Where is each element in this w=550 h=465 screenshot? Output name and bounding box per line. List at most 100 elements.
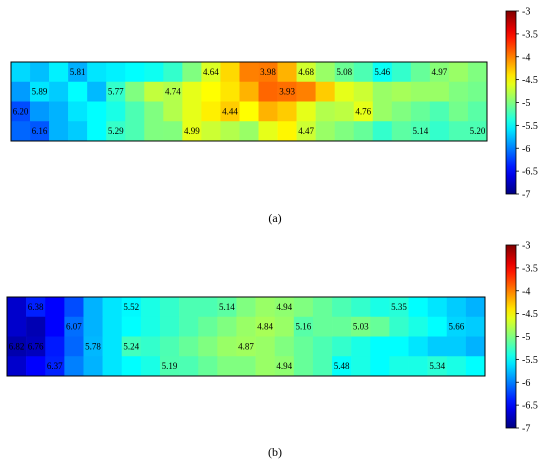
heatmap-cell <box>274 356 295 377</box>
colorbar-tick-label: -6.5 <box>522 167 538 178</box>
heatmap-cell <box>446 356 467 377</box>
cell-value-label: 4.87 <box>238 341 254 351</box>
cell-value-label: 4.99 <box>184 126 200 136</box>
heatmap-cell <box>26 336 46 357</box>
heatmap-cell <box>121 336 142 357</box>
heatmap-cell <box>351 316 371 337</box>
cell-value-label: 6.16 <box>32 126 48 136</box>
heatmap-cell <box>7 356 27 377</box>
heatmap-cell <box>49 62 69 83</box>
heatmap-cell <box>102 356 123 377</box>
heatmap-cell <box>49 121 69 142</box>
cell-value-label: 5.08 <box>336 67 352 77</box>
heatmap-cell <box>236 356 256 377</box>
heatmap-cell <box>220 62 240 83</box>
heatmap-cell <box>467 101 488 122</box>
heatmap-cell <box>429 81 450 102</box>
cell-value-label: 4.44 <box>222 106 238 116</box>
heatmap-cell <box>315 101 335 122</box>
heatmap-cell <box>353 62 374 83</box>
heatmap-cell <box>87 62 107 83</box>
heatmap-cell <box>201 62 221 83</box>
heatmap-cell <box>83 316 103 337</box>
heatmap-cell <box>258 101 278 122</box>
cell-value-label: 5.46 <box>374 67 390 77</box>
cell-value-label: 5.24 <box>123 341 139 351</box>
heatmap-cell <box>410 121 431 142</box>
heatmap-cell <box>410 81 431 102</box>
heatmap-cell <box>83 297 103 318</box>
heatmap-cell <box>125 121 145 142</box>
colorbar-tick-label: -6 <box>522 378 530 389</box>
heatmap-cell <box>201 121 221 142</box>
heatmap-cell <box>255 356 275 377</box>
heatmap-cell <box>30 81 50 102</box>
heatmap-cell <box>68 62 88 83</box>
heatmap-cell <box>258 121 278 142</box>
heatmap-cell <box>144 121 164 142</box>
heatmap-cell <box>68 121 88 142</box>
colorbar <box>505 244 517 429</box>
heatmap-cell <box>102 336 123 357</box>
cell-value-label: 3.98 <box>260 67 276 77</box>
heatmap-cell <box>182 81 202 102</box>
heatmap-cell <box>448 62 469 83</box>
heatmap-cell <box>312 316 333 337</box>
heatmap-cell <box>332 336 352 357</box>
colorbar-tick-label: -5 <box>522 332 530 343</box>
cell-value-label: 4.94 <box>276 302 292 312</box>
cell-value-label: 4.97 <box>432 67 448 77</box>
cell-value-label: 5.52 <box>123 302 139 312</box>
heatmap-cell <box>312 356 333 377</box>
heatmap-cell <box>370 297 390 318</box>
heatmap-cell <box>30 101 50 122</box>
heatmap-cell <box>391 101 412 122</box>
heatmap-cell <box>332 297 352 318</box>
heatmap-cell <box>106 62 126 83</box>
colorbar <box>505 10 517 195</box>
heatmap-cell <box>353 81 374 102</box>
heatmap-cell <box>83 336 103 357</box>
cell-value-label: 5.78 <box>85 341 101 351</box>
cell-value-label: 5.03 <box>353 322 369 332</box>
heatmap-cell <box>140 356 161 377</box>
heatmap-cell <box>353 101 374 122</box>
cell-value-label: 5.34 <box>429 361 445 371</box>
colorbar-tick-label: -4 <box>522 52 530 63</box>
heatmap-cell <box>239 121 259 142</box>
heatmap-cell <box>408 316 428 337</box>
heatmap-cell <box>182 121 202 142</box>
heatmap-cell <box>372 101 393 122</box>
heatmap-cell <box>198 356 218 377</box>
heatmap-cell <box>448 101 469 122</box>
heatmap-cell <box>370 336 390 357</box>
heatmap-cell <box>102 316 123 337</box>
heatmap-cell <box>198 297 218 318</box>
heatmap-cell <box>293 297 314 318</box>
cell-value-label: 4.47 <box>298 126 314 136</box>
heatmap-cell <box>11 101 31 122</box>
heatmap-cell <box>140 316 161 337</box>
heatmap-cell <box>429 121 450 142</box>
heatmap-cell <box>408 356 428 377</box>
heatmap-cell <box>217 316 237 337</box>
cell-value-label: 5.29 <box>108 126 124 136</box>
heatmap-cell <box>159 336 180 357</box>
heatmap-cell <box>448 121 469 142</box>
colorbar-tick-label: -4.5 <box>522 309 538 320</box>
heatmap-cell <box>236 297 256 318</box>
heatmap-cell <box>334 121 355 142</box>
heatmap-cell <box>408 297 428 318</box>
heatmap-cell <box>49 81 69 102</box>
heatmap-cell <box>353 121 374 142</box>
cell-value-label: 4.64 <box>203 67 219 77</box>
heatmap-cell <box>429 101 450 122</box>
heatmap-cell <box>446 316 467 337</box>
heatmap-cell <box>239 101 259 122</box>
cell-value-label: 4.76 <box>355 106 371 116</box>
heatmap-cell <box>334 62 355 83</box>
heatmap-cell <box>370 316 390 337</box>
heatmap-cell <box>467 62 488 83</box>
colorbar-tick-label: -5 <box>522 98 530 109</box>
